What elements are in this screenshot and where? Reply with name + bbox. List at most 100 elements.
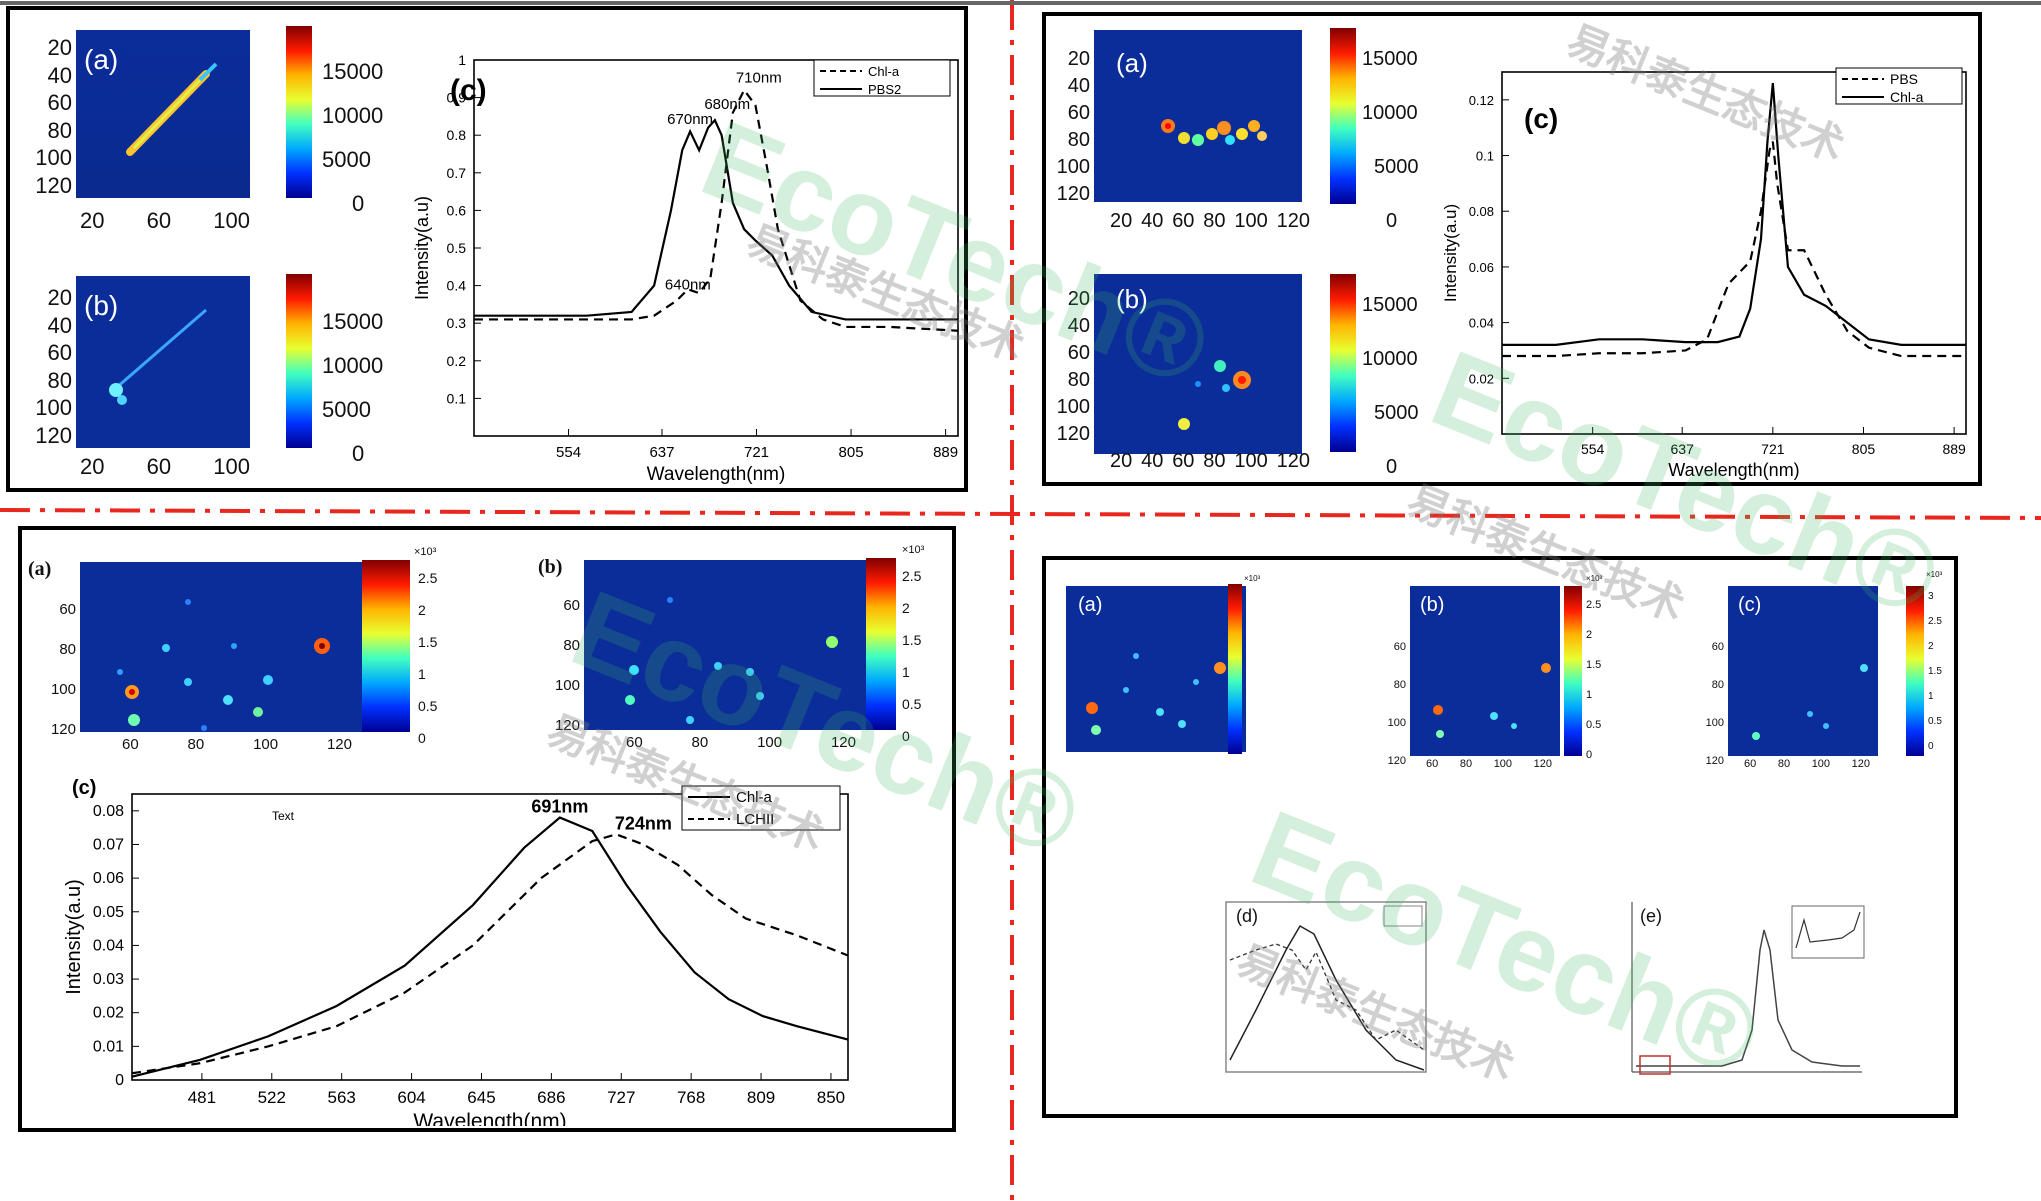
ytick: 60 — [1067, 102, 1090, 124]
heatmap-spot — [128, 714, 140, 726]
xtick: 100 — [213, 208, 250, 233]
xticks: 60 80 100 120 — [626, 734, 856, 751]
heatmap-spot — [1436, 730, 1444, 738]
series-line — [1229, 924, 1425, 1071]
cbar-tick: 0 — [1928, 741, 1934, 752]
y-tick-label: 0.6 — [447, 202, 467, 218]
x-tick-label: 809 — [747, 1088, 775, 1107]
xticks: 20 40 60 80 100 120 — [1110, 450, 1310, 473]
yticks: 60 80 100 120 — [1692, 628, 1724, 780]
ytick: 40 — [47, 62, 72, 88]
yticks: 60 80 100 120 — [32, 590, 76, 750]
xtick: 120 — [1533, 758, 1552, 770]
y-tick-label: 0.4 — [447, 278, 467, 294]
heatmap-spot — [1133, 653, 1139, 659]
x-tick-label: 768 — [677, 1088, 705, 1107]
y-tick-label: 0.02 — [93, 1005, 124, 1022]
plot-label: (e) — [1640, 906, 1662, 926]
xtick: 60 — [1426, 758, 1439, 770]
cbar-tick: 1.5 — [1586, 659, 1602, 671]
map-label: (a) — [84, 44, 119, 75]
heatmap-spot — [109, 383, 123, 397]
y-tick-label: 1 — [458, 52, 466, 68]
xtick: 80 — [1777, 758, 1791, 770]
xtick: 120 — [830, 734, 856, 751]
heatmap-spot — [117, 395, 127, 405]
colorbar — [286, 274, 312, 448]
heatmap-a: (a) — [1066, 586, 1246, 752]
xtick: 80 — [1203, 210, 1226, 232]
heatmap-spot — [1541, 663, 1551, 673]
x-tick-label: 889 — [1942, 441, 1966, 457]
series-line-chl-a — [474, 87, 959, 332]
small-spectrum-d — [1225, 901, 1427, 1073]
y-tick-label: 0.1 — [1476, 149, 1494, 164]
x-axis-label: Wavelength(nm) — [647, 464, 786, 485]
heatmap-spot — [1091, 725, 1101, 735]
heatmap-b: (b) — [76, 276, 250, 448]
cbar-tick: 2 — [1928, 641, 1934, 652]
colorbar — [1228, 584, 1242, 754]
cbar-tick: 2.5 — [418, 570, 438, 586]
cbar-tick: 5000 — [322, 147, 371, 172]
map-label: (b) — [1116, 284, 1148, 314]
heatmap-spot — [1156, 708, 1164, 716]
xtick: 60 — [146, 454, 172, 479]
small-spectrum-e — [1631, 902, 1865, 1075]
heatmap-spot — [625, 695, 635, 705]
cbar-tick: 1 — [418, 666, 426, 682]
xtick: 20 — [80, 454, 105, 479]
heatmap-spot — [162, 644, 170, 652]
heatmap-a — [80, 562, 366, 732]
plot-frame — [473, 59, 959, 437]
heatmap-a: (a) — [76, 30, 250, 198]
x-tick-label: 645 — [467, 1088, 495, 1107]
spectrum-chart-c1: 554 637 721 805 889 0.1 0.2 0.3 0.4 0.5 0.6 0.7 0.8 0… — [412, 52, 959, 485]
map-label: (b) — [538, 556, 563, 578]
heatmap-spot — [263, 675, 273, 685]
ytick: 60 — [563, 597, 580, 614]
heatmap-spot — [184, 678, 192, 686]
heatmap-spot — [714, 662, 722, 670]
series-line-lchii — [131, 833, 849, 1075]
cbar-tick: 3 — [1928, 591, 1934, 602]
heatmap-spot — [756, 692, 764, 700]
x-tick-label: 563 — [327, 1088, 355, 1107]
colorbar-ticks: 15000 10000 5000 0 — [322, 300, 383, 476]
y-tick-label: 0.04 — [93, 937, 124, 954]
cbar-tick: 10000 — [322, 103, 384, 128]
heatmap-spot — [1193, 679, 1199, 685]
xtick: 40 — [1141, 450, 1164, 472]
xtick: 100 — [213, 454, 250, 479]
colorbar — [1330, 274, 1356, 452]
y-tick-label: 0.8 — [447, 127, 467, 143]
xtick: 20 — [1110, 450, 1133, 472]
ytick: 80 — [1393, 679, 1406, 691]
xtick: 100 — [1234, 450, 1268, 472]
heatmap-spot — [223, 695, 233, 705]
heatmap-spot — [1752, 732, 1760, 740]
xticks: 20 40 60 80 100 120 — [1110, 210, 1310, 233]
heatmap-spot — [1086, 702, 1098, 714]
ytick: 60 — [59, 601, 76, 618]
xtick: 60 — [626, 734, 643, 751]
xtick: 20 — [80, 208, 105, 233]
peak-annotation: 724nm — [615, 813, 672, 833]
colorbar-exponent: ×10³ — [1926, 570, 1943, 579]
series-line-chl-a — [131, 816, 849, 1078]
xtick: 80 — [1459, 758, 1473, 770]
ytick: 80 — [47, 117, 72, 143]
inset-frame — [1791, 905, 1865, 959]
xtick: 20 — [1110, 210, 1133, 232]
xticks: 60 80 100 120 — [1426, 758, 1552, 770]
cbar-tick: 5000 — [1374, 156, 1419, 178]
cbar-tick: 1.5 — [1928, 666, 1942, 677]
y-tick-label: 0.02 — [1469, 371, 1494, 386]
heatmap-spot — [1511, 723, 1517, 729]
cbar-tick: 2 — [1586, 629, 1593, 641]
heatmap-spot — [117, 669, 123, 675]
cbar-tick: 0 — [1386, 210, 1398, 232]
legend-label: Chl-a — [736, 789, 773, 806]
panel-bottom-left: (a) 60 80 100 120 60 80 100 120 ×10³ 2.5 2 1.5 1 0… — [18, 526, 956, 1132]
ytick: 40 — [1067, 315, 1090, 337]
